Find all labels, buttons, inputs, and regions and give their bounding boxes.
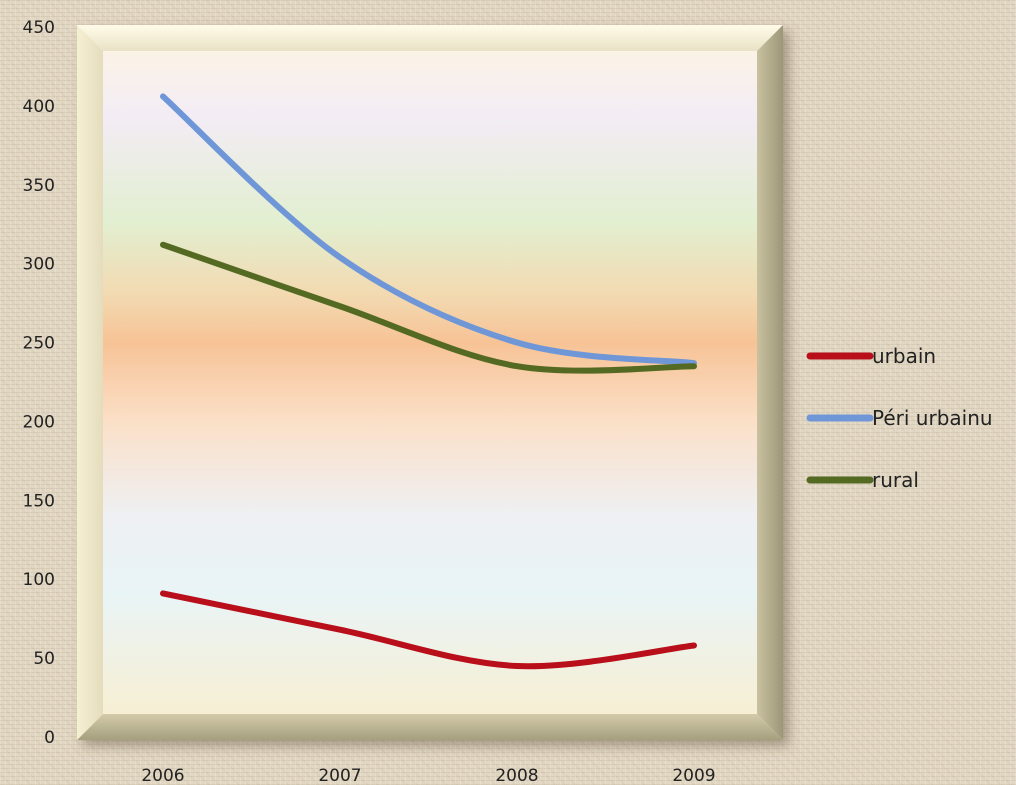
y-tick-label: 150 — [23, 491, 55, 511]
plot-area — [77, 25, 783, 740]
x-tick-label: 2007 — [318, 766, 361, 785]
y-tick-label: 450 — [23, 18, 55, 38]
series-line-urbain — [160, 590, 697, 670]
x-tick-label: 2009 — [672, 766, 715, 785]
x-tick-label: 2008 — [495, 766, 538, 785]
y-tick-label: 350 — [23, 176, 55, 196]
y-tick-label: 50 — [33, 649, 55, 669]
y-tick-label: 250 — [23, 334, 55, 354]
y-tick-label: 200 — [23, 412, 55, 432]
legend-label-urbain: urbain — [872, 344, 936, 368]
x-tick-label: 2006 — [141, 766, 184, 785]
series-line-p-ri-urbainu — [160, 93, 697, 367]
legend-label-p-ri-urbainu: Péri urbainu — [872, 406, 993, 430]
series-line-rural — [160, 241, 697, 374]
y-tick-label: 300 — [23, 255, 55, 275]
legend-label-rural: rural — [872, 468, 919, 492]
y-tick-label: 0 — [44, 728, 55, 748]
y-tick-label: 100 — [23, 570, 55, 590]
y-tick-label: 400 — [23, 97, 55, 117]
